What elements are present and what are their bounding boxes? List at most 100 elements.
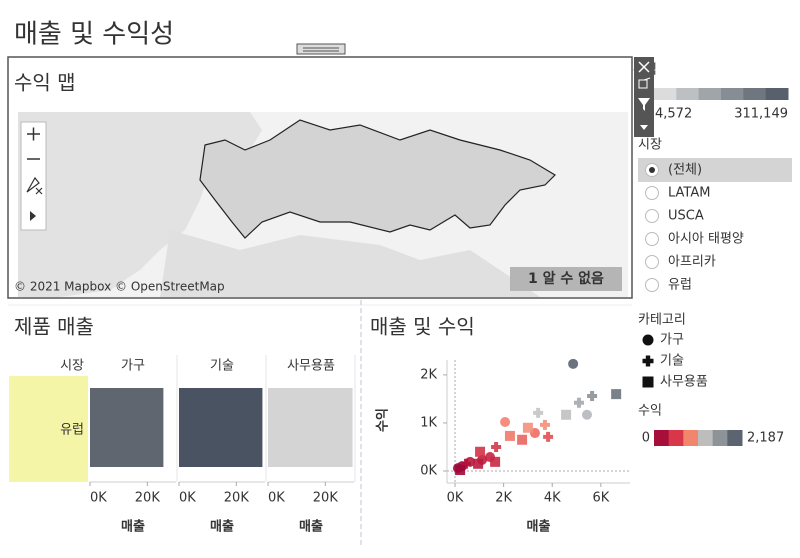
legend-max: 311,149 <box>734 107 788 122</box>
square-mark[interactable] <box>611 389 622 400</box>
column-header: 가구 <box>121 359 145 374</box>
filter-option[interactable]: 유럽 <box>668 278 692 293</box>
column-header: 기술 <box>210 359 234 374</box>
square-mark[interactable] <box>517 434 528 445</box>
x-tick-label: 20K <box>313 491 339 506</box>
square-mark <box>642 376 654 388</box>
land-asia <box>160 230 540 297</box>
axis-title: 매출 <box>299 519 323 535</box>
legend-swatch <box>743 88 767 100</box>
filter-title: 시장 <box>638 138 662 153</box>
y-tick-label: 0K <box>420 463 437 478</box>
legend-swatch <box>698 88 722 100</box>
plus-mark[interactable] <box>543 431 554 442</box>
x-tick-label: 20K <box>224 491 250 506</box>
move-handle[interactable] <box>296 43 346 55</box>
square-mark[interactable] <box>475 446 486 457</box>
x-tick-label: 20K <box>135 491 161 506</box>
legend-min: 0 <box>642 431 650 446</box>
square-mark[interactable] <box>504 430 515 441</box>
legend-label: 기술 <box>660 354 684 369</box>
radio[interactable] <box>645 232 659 246</box>
plus-mark[interactable] <box>539 419 550 430</box>
legend-swatch <box>676 88 700 100</box>
square-mark[interactable] <box>522 422 533 433</box>
land-europe <box>18 112 262 297</box>
plus-mark[interactable] <box>460 458 471 469</box>
square-mark[interactable] <box>561 409 572 420</box>
plus-mark <box>642 355 654 367</box>
x-tick-label: 6K <box>592 491 609 506</box>
filter-option[interactable]: (전체) <box>668 163 702 178</box>
map-attribution: © 2021 Mapbox © OpenStreetMap <box>14 280 225 294</box>
x-tick-label: 0K <box>447 491 464 506</box>
plus-mark[interactable] <box>587 391 598 402</box>
legend-swatch <box>654 88 677 100</box>
circle-mark[interactable] <box>568 358 579 369</box>
axis-title: 매출 <box>527 519 551 535</box>
square-mark[interactable] <box>455 465 466 476</box>
chart-title: 제품 매출 <box>14 315 94 339</box>
circle-mark <box>642 334 654 346</box>
axis-title: 수익 <box>375 408 391 432</box>
radio-dot <box>649 167 655 173</box>
x-tick-label: 0K <box>268 491 285 506</box>
bar[interactable] <box>179 388 263 467</box>
reset-pin[interactable] <box>26 176 43 195</box>
map-title: 수익 맵 <box>14 71 76 95</box>
legend-swatch <box>654 430 670 446</box>
filter-button[interactable] <box>638 98 650 111</box>
axis-title: 매출 <box>210 519 234 535</box>
plus-mark[interactable] <box>491 441 502 452</box>
bar[interactable] <box>90 388 164 467</box>
selected-row <box>638 158 792 182</box>
y-tick-label: 1K <box>420 415 437 430</box>
radio[interactable] <box>645 186 659 200</box>
legend-swatch <box>668 430 684 446</box>
x-tick-label: 0K <box>179 491 196 506</box>
open-button[interactable] <box>638 77 651 89</box>
radio[interactable] <box>645 278 659 292</box>
x-tick-label: 2K <box>495 491 512 506</box>
y-tick-label: 2K <box>420 367 437 382</box>
filter-option[interactable]: LATAM <box>668 186 710 201</box>
radio[interactable] <box>645 209 659 223</box>
close-button[interactable] <box>638 61 650 73</box>
legend-min: 4,572 <box>655 107 692 122</box>
radio[interactable] <box>645 255 659 269</box>
filter-option[interactable]: 아시아 태평양 <box>668 232 744 247</box>
zoom-in[interactable] <box>27 127 40 141</box>
expand-toolbar[interactable] <box>30 211 36 221</box>
legend-title: 카테고리 <box>638 313 686 328</box>
dashboard-title: 매출 및 수익성 <box>14 20 174 50</box>
plus-mark[interactable] <box>573 397 584 408</box>
x-tick-label: 0K <box>90 491 107 506</box>
unknown-badge-text: 1 알 수 없음 <box>528 271 604 287</box>
legend-label: 사무용품 <box>660 375 708 390</box>
square-mark[interactable] <box>490 456 501 467</box>
chart-title: 매출 및 수익 <box>370 315 475 339</box>
panel-toolbar <box>634 57 654 137</box>
square-mark[interactable] <box>473 458 484 469</box>
circle-mark[interactable] <box>500 416 511 427</box>
legend-label: 가구 <box>660 333 684 348</box>
row-label-cell[interactable] <box>9 376 88 482</box>
legend-swatch <box>683 430 699 446</box>
russia[interactable] <box>199 119 556 239</box>
x-tick-label: 4K <box>544 491 561 506</box>
legend-swatch <box>765 88 789 100</box>
more-button[interactable] <box>640 125 648 130</box>
plus-mark[interactable] <box>533 407 544 418</box>
row-label: 유럽 <box>60 423 84 438</box>
legend-swatch <box>721 88 744 100</box>
axis-title: 매출 <box>121 519 145 535</box>
legend-swatch <box>727 430 743 446</box>
filter-option[interactable]: 아프리카 <box>668 255 716 270</box>
column-header: 사무용품 <box>287 359 335 374</box>
filter-option[interactable]: USCA <box>668 209 704 224</box>
unknown-badge[interactable] <box>510 267 622 291</box>
legend-swatch <box>698 430 714 446</box>
circle-mark[interactable] <box>581 409 592 420</box>
bar[interactable] <box>268 388 353 467</box>
